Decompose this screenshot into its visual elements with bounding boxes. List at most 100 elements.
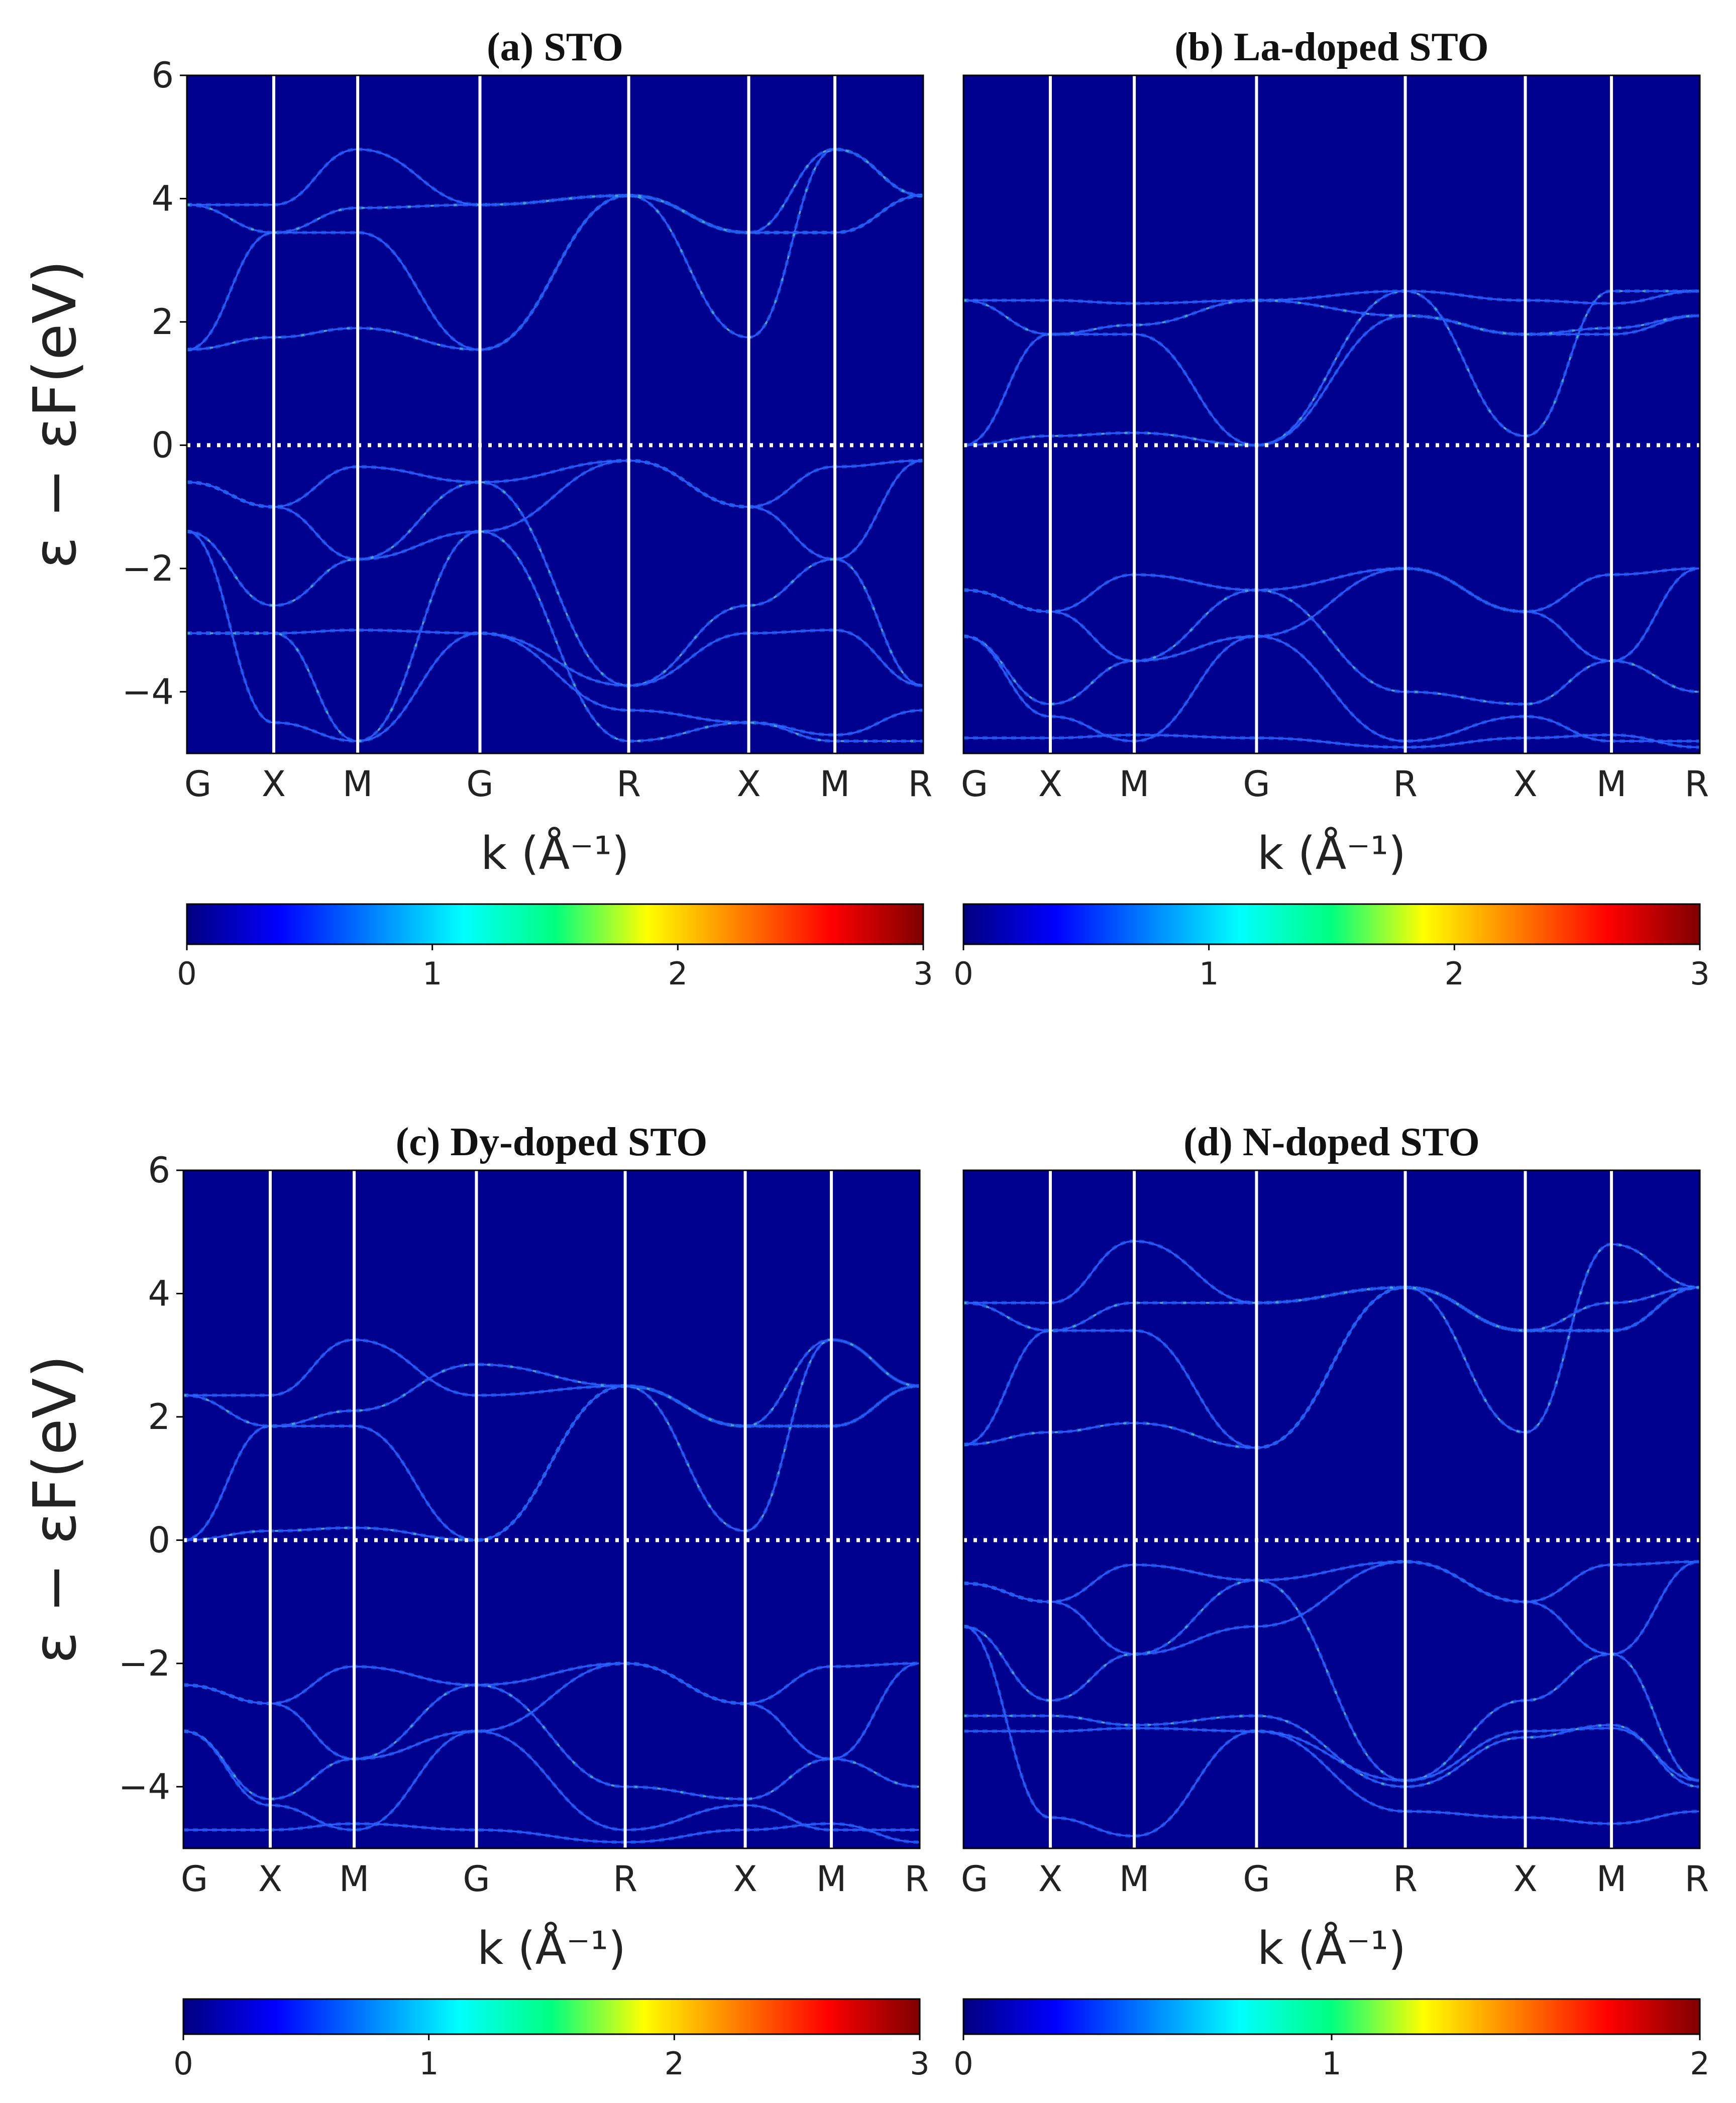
colorbar-d <box>962 1998 1701 2035</box>
colorbar-c <box>182 1998 921 2035</box>
ytick-label-a-1: −2 <box>122 548 174 589</box>
xtick-label-c-0: G <box>181 1858 208 1900</box>
band-hot-a-cond-4 <box>187 148 923 234</box>
panel-a: (a) STO −4 −2 0 2 4 6 G X M G R X M Rk (Å⁻¹) ε − εF(eV)… <box>20 25 933 992</box>
colorbar-label-d-0: 0 <box>953 2045 973 2082</box>
band-d-val-5 <box>963 1625 1700 1837</box>
plot-area-c <box>183 1170 920 1848</box>
band-hot-a-val-6 <box>187 530 923 742</box>
band-b-cond-1 <box>963 290 1700 447</box>
xtick-label-d-3: G <box>1243 1858 1270 1900</box>
colorbar-label-c-0: 0 <box>173 2045 193 2082</box>
plot-area-d <box>963 1170 1700 1848</box>
panel-b: (b) La-doped STO G X M G R X M Rk (Å⁻¹) 0 1 2 3 <box>953 25 1709 992</box>
xtick-label-b-2: M <box>1119 763 1149 805</box>
ytick-label-a-2: 0 <box>151 424 174 466</box>
ytick-label-a-4: 4 <box>151 178 174 219</box>
band-a-val-1 <box>187 460 923 508</box>
xtick-label-b-4: R <box>1393 763 1418 805</box>
xtick-label-a-5: X <box>737 763 761 805</box>
plot-area-b <box>963 75 1700 753</box>
xtick-label-d-4: R <box>1393 1858 1418 1900</box>
colorbar-label-a-3: 3 <box>913 955 933 992</box>
colorbar-label-b-3: 3 <box>1690 955 1709 992</box>
band-a-val-3 <box>187 481 923 687</box>
ytick-label-a-3: 2 <box>151 301 174 343</box>
band-d-val-6 <box>963 1715 1700 1788</box>
band-b-val-1 <box>963 568 1700 613</box>
colorbar-label-a-2: 2 <box>668 955 688 992</box>
xtick-label-b-1: X <box>1038 763 1062 805</box>
xtick-label-d-2: M <box>1119 1858 1149 1900</box>
ytick-label-c-2: 0 <box>148 1519 170 1561</box>
band-a-val-2 <box>187 460 923 561</box>
band-a-val-5 <box>187 530 923 742</box>
band-b-cond-2 <box>963 290 1700 304</box>
xtick-label-c-6: M <box>816 1858 846 1900</box>
ytick-label-a-5: 6 <box>151 55 174 96</box>
ytick-label-c-5: 6 <box>148 1150 170 1191</box>
panel-title-d: (d) N-doped STO <box>1183 1120 1480 1164</box>
xtick-label-a-6: M <box>820 763 850 805</box>
xtick-label-b-7: R <box>1685 763 1709 805</box>
xtick-label-a-1: X <box>262 763 286 805</box>
axes-frame-a <box>186 74 924 754</box>
xtick-label-c-4: R <box>613 1858 637 1900</box>
xtick-label-d-1: X <box>1038 1858 1062 1900</box>
band-d-val-3 <box>963 1579 1700 1782</box>
band-hot-b-cond-1 <box>963 290 1700 447</box>
ylabel-c: ε − εF(eV) <box>20 1355 89 1664</box>
xlabel-a: k (Å⁻¹) <box>481 826 629 880</box>
band-c-val-1 <box>183 1663 920 1705</box>
colorbar-a <box>186 903 924 945</box>
xtick-label-a-2: M <box>343 763 373 805</box>
band-c-val-2 <box>183 1663 920 1760</box>
band-b-cond-4 <box>963 299 1700 336</box>
colorbar-label-a-1: 1 <box>422 955 442 992</box>
xtick-label-a-0: G <box>184 763 211 805</box>
xtick-label-c-7: R <box>905 1858 929 1900</box>
axes-frame-c <box>182 1169 921 1849</box>
panel-c: (c) Dy-doped STO −4 −2 0 2 4 6 G X M G R X M Rk (Å⁻¹) ε… <box>20 1120 930 2082</box>
xtick-label-a-3: G <box>466 763 493 805</box>
panel-d: (d) N-doped STO G X M G R X M Rk (Å⁻¹) 0 1 2 <box>953 1120 1709 2082</box>
band-hot-c-cond-1 <box>183 1339 920 1541</box>
ytick-label-a-0: −4 <box>122 671 174 712</box>
xlabel-b: k (Å⁻¹) <box>1257 826 1406 880</box>
xtick-label-d-7: R <box>1685 1858 1709 1900</box>
ylabel-a: ε − εF(eV) <box>20 260 89 569</box>
band-d-cond-4 <box>963 1286 1700 1332</box>
band-c-cond-4 <box>183 1339 920 1427</box>
xtick-label-a-4: R <box>616 763 641 805</box>
band-a-cond-4 <box>187 148 923 234</box>
xtick-label-c-2: M <box>339 1858 369 1900</box>
band-c-val-3 <box>183 1684 920 1800</box>
panel-title-b: (b) La-doped STO <box>1174 25 1488 69</box>
xtick-label-d-6: M <box>1596 1858 1626 1900</box>
xtick-label-b-6: M <box>1596 763 1626 805</box>
colorbar-b <box>962 903 1701 945</box>
axes-frame-b <box>962 74 1701 754</box>
colorbar-label-b-0: 0 <box>953 955 973 992</box>
xtick-label-c-3: G <box>463 1858 490 1900</box>
colorbar-label-b-1: 1 <box>1199 955 1219 992</box>
colorbar-label-d-1: 1 <box>1322 2045 1341 2082</box>
band-a-val-6 <box>187 530 923 742</box>
xtick-label-c-1: X <box>258 1858 282 1900</box>
colorbar-label-c-1: 1 <box>419 2045 439 2082</box>
xtick-label-b-3: G <box>1243 763 1270 805</box>
band-c-val-5 <box>183 1730 920 1831</box>
colorbar-label-c-2: 2 <box>665 2045 684 2082</box>
xtick-label-c-5: X <box>733 1858 757 1900</box>
xtick-label-a-7: R <box>908 763 933 805</box>
bands-b <box>963 289 1700 749</box>
band-d-val-1 <box>963 1561 1700 1603</box>
xlabel-d: k (Å⁻¹) <box>1257 1921 1406 1975</box>
xtick-label-d-0: G <box>961 1858 988 1900</box>
band-b-val-3 <box>963 589 1700 705</box>
band-a-val-4 <box>187 629 923 687</box>
panel-title-c: (c) Dy-doped STO <box>396 1120 708 1164</box>
ytick-label-c-1: −2 <box>119 1643 170 1684</box>
band-b-val-5 <box>963 635 1700 742</box>
